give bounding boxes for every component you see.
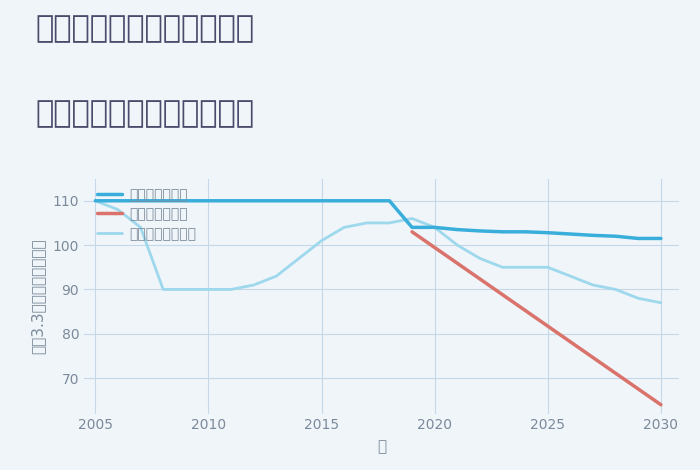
ノーマルシナリオ [136,225,145,230]
Line: グッドシナリオ: グッドシナリオ [95,201,661,238]
Line: バッドシナリオ: バッドシナリオ [412,232,661,405]
ノーマルシナリオ [566,274,575,279]
グッドシナリオ [317,198,326,204]
グッドシナリオ [295,198,303,204]
Line: ノーマルシナリオ: ノーマルシナリオ [95,201,661,303]
グッドシナリオ [181,198,190,204]
Y-axis label: 坪（3.3㎡）単価（万円）: 坪（3.3㎡）単価（万円） [31,238,46,354]
グッドシナリオ [544,230,552,235]
グッドシナリオ [498,229,507,235]
ノーマルシナリオ [295,256,303,261]
グッドシナリオ [385,198,393,204]
ノーマルシナリオ [249,282,258,288]
ノーマルシナリオ [385,220,393,226]
ノーマルシナリオ [476,256,484,261]
グッドシナリオ [249,198,258,204]
ノーマルシナリオ [453,243,461,248]
ノーマルシナリオ [430,225,439,230]
グッドシナリオ [272,198,281,204]
グッドシナリオ [476,228,484,234]
グッドシナリオ [363,198,371,204]
ノーマルシナリオ [544,265,552,270]
グッドシナリオ [113,198,122,204]
グッドシナリオ [453,227,461,232]
Legend: グッドシナリオ, バッドシナリオ, ノーマルシナリオ: グッドシナリオ, バッドシナリオ, ノーマルシナリオ [97,188,196,241]
グッドシナリオ [521,229,529,235]
グッドシナリオ [340,198,349,204]
ノーマルシナリオ [91,198,99,204]
バッドシナリオ [408,229,416,235]
ノーマルシナリオ [113,207,122,212]
ノーマルシナリオ [498,265,507,270]
ノーマルシナリオ [181,287,190,292]
ノーマルシナリオ [317,238,326,243]
バッドシナリオ [657,402,665,407]
グッドシナリオ [430,225,439,230]
グッドシナリオ [612,234,620,239]
ノーマルシナリオ [227,287,235,292]
ノーマルシナリオ [589,282,597,288]
グッドシナリオ [566,231,575,237]
グッドシナリオ [159,198,167,204]
ノーマルシナリオ [204,287,213,292]
グッドシナリオ [204,198,213,204]
グッドシナリオ [634,235,643,241]
グッドシナリオ [91,198,99,204]
ノーマルシナリオ [363,220,371,226]
Text: 中古マンションの価格推移: 中古マンションの価格推移 [35,99,254,128]
グッドシナリオ [227,198,235,204]
グッドシナリオ [408,225,416,230]
ノーマルシナリオ [634,296,643,301]
Text: 奈良県磯城郡川西町吐田の: 奈良県磯城郡川西町吐田の [35,14,254,43]
ノーマルシナリオ [657,300,665,306]
ノーマルシナリオ [159,287,167,292]
グッドシナリオ [657,235,665,241]
グッドシナリオ [136,198,145,204]
X-axis label: 年: 年 [377,439,386,454]
ノーマルシナリオ [272,274,281,279]
ノーマルシナリオ [521,265,529,270]
グッドシナリオ [589,233,597,238]
ノーマルシナリオ [408,216,416,221]
ノーマルシナリオ [340,225,349,230]
ノーマルシナリオ [612,287,620,292]
